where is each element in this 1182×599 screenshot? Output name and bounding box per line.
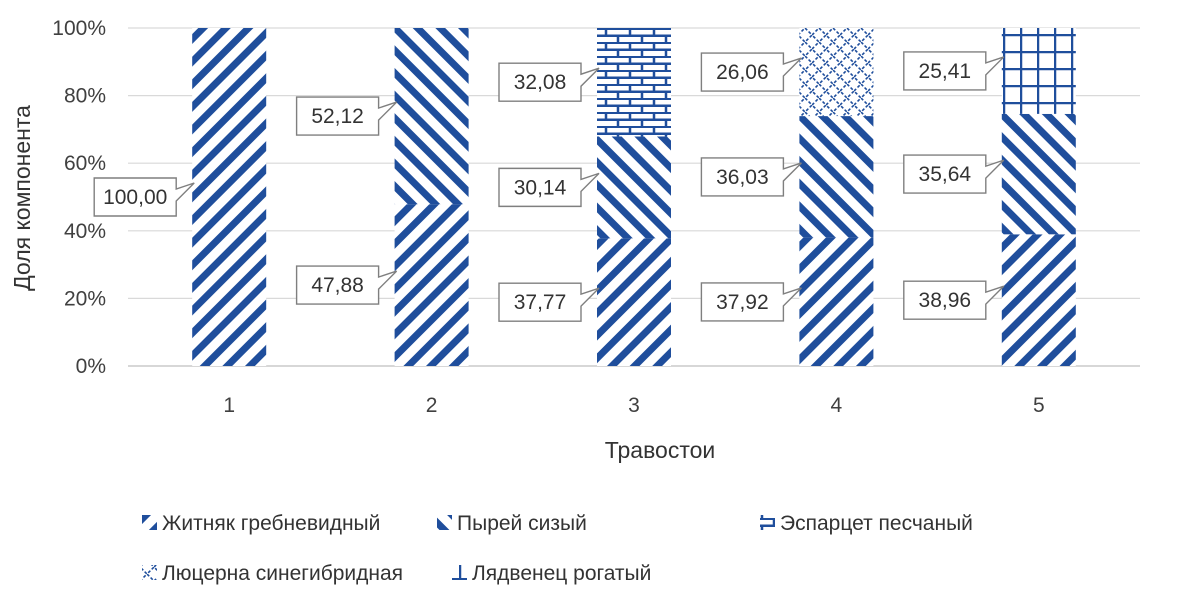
bar-segment — [799, 28, 874, 117]
legend-swatch — [760, 515, 775, 530]
bar-segment — [799, 116, 874, 238]
bar-segment — [1001, 113, 1076, 235]
x-tick-label: 1 — [223, 394, 235, 417]
data-label-callout — [700, 282, 802, 322]
data-label-callout — [498, 62, 600, 102]
data-label: 36,03 — [716, 166, 769, 189]
y-tick-label: 0% — [76, 355, 106, 378]
bar-segment — [192, 28, 267, 366]
legend: Житняк гребневидный Пырей сизый Эспарцет п… — [142, 512, 973, 585]
data-label: 26,06 — [716, 61, 769, 84]
x-tick-label: 3 — [628, 394, 640, 417]
data-label: 25,41 — [919, 60, 972, 83]
legend-label: Люцерна синегибридная — [162, 562, 403, 585]
bars — [192, 28, 1076, 366]
data-label-callout — [295, 265, 398, 305]
x-tick-label: 2 — [426, 394, 438, 417]
legend-swatch — [142, 515, 157, 530]
legend-swatch — [452, 565, 467, 580]
y-tick-label: 100% — [52, 17, 106, 40]
data-label-callout — [903, 154, 1005, 194]
data-labels: 100,00 47,88 52,12 37,77 30,14 32,08 37,92 36,0… — [93, 51, 1005, 322]
bar-segment — [799, 237, 874, 366]
bar-segment — [597, 28, 671, 137]
bar-segment — [1001, 234, 1076, 366]
data-label: 37,77 — [514, 291, 567, 314]
data-label-callout — [295, 96, 398, 136]
legend-label: Пырей сизый — [457, 512, 587, 535]
legend-swatch — [142, 565, 157, 580]
data-label-callout — [498, 167, 600, 208]
legend-label: Житняк гребневидный — [162, 512, 380, 535]
x-axis-ticks: 1 2 3 4 5 — [223, 394, 1044, 417]
bar-segment — [1001, 28, 1076, 114]
x-axis-title: Травостои — [605, 437, 716, 463]
x-tick-label: 5 — [1033, 394, 1045, 417]
legend-label: Эспарцет песчаный — [780, 512, 973, 535]
y-tick-label: 20% — [64, 287, 106, 310]
data-label: 38,96 — [919, 289, 972, 312]
data-label: 35,64 — [919, 163, 972, 186]
data-label-callout — [93, 177, 195, 217]
legend-label: Лядвенец рогатый — [472, 562, 651, 585]
bar-segment — [394, 204, 469, 366]
y-axis-ticks: 0% 20% 40% 60% 80% 100% — [52, 17, 106, 378]
data-label: 100,00 — [103, 186, 167, 209]
data-label: 52,12 — [311, 105, 364, 128]
data-label-callout — [903, 280, 1005, 320]
data-label-callout — [700, 157, 802, 197]
y-tick-label: 80% — [64, 85, 106, 108]
bar-segment — [394, 28, 469, 205]
data-label-callout — [700, 52, 802, 92]
data-label-callout — [498, 282, 600, 322]
data-label-callout — [903, 51, 1005, 91]
bar-segment — [597, 238, 671, 366]
y-tick-label: 60% — [64, 152, 106, 175]
data-label: 30,14 — [514, 176, 567, 199]
data-label: 32,08 — [514, 71, 567, 94]
y-axis-title: Доля компонента — [9, 105, 35, 291]
bar-segment — [597, 136, 671, 239]
x-tick-label: 4 — [831, 394, 843, 417]
legend-swatch — [437, 515, 452, 530]
y-tick-label: 40% — [64, 220, 106, 243]
data-label: 47,88 — [311, 274, 364, 297]
data-label: 37,92 — [716, 291, 769, 314]
